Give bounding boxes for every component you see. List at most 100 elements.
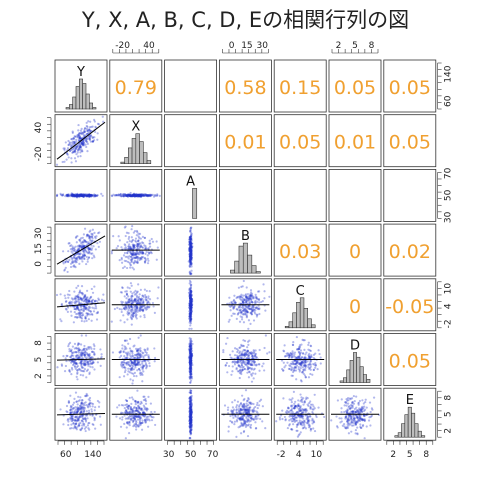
data-point: [120, 261, 124, 264]
data-point: [86, 233, 89, 236]
data-point: [134, 193, 138, 196]
data-point: [148, 419, 151, 422]
data-point: [71, 193, 74, 197]
data-point: [123, 259, 126, 262]
data-point: [88, 247, 91, 251]
data-point: [236, 400, 240, 403]
data-point: [143, 288, 146, 291]
data-point: [86, 194, 90, 197]
data-point: [71, 148, 74, 151]
data-point: [82, 250, 86, 253]
data-point: [84, 137, 87, 140]
data-point: [87, 318, 90, 321]
data-point: [76, 194, 80, 197]
data-point: [137, 425, 140, 428]
data-point: [76, 144, 79, 147]
data-point: [133, 243, 136, 247]
data-point: [254, 415, 258, 418]
data-point: [120, 361, 123, 364]
data-point: [130, 194, 133, 197]
data-point: [189, 421, 192, 424]
data-point: [158, 194, 161, 197]
data-point: [98, 415, 102, 418]
data-point: [127, 260, 130, 264]
data-point: [64, 141, 67, 144]
data-point: [97, 298, 101, 301]
data-point: [78, 415, 81, 418]
data-point: [147, 194, 150, 197]
data-point: [129, 194, 132, 197]
data-point: [252, 319, 256, 322]
data-point: [136, 255, 139, 259]
data-point: [157, 286, 160, 289]
data-point: [298, 353, 302, 356]
data-point: [71, 151, 74, 154]
data-point: [93, 409, 96, 412]
data-point: [85, 132, 89, 136]
data-point: [75, 140, 78, 144]
data-point: [125, 194, 129, 198]
data-point: [189, 346, 193, 349]
data-point: [99, 364, 102, 367]
data-point: [83, 244, 86, 248]
data-point: [68, 142, 71, 145]
data-point: [231, 365, 234, 368]
data-point: [96, 132, 99, 135]
data-point: [86, 130, 89, 133]
data-point: [89, 365, 92, 368]
data-point: [291, 404, 294, 407]
data-point: [141, 305, 145, 308]
data-point: [137, 194, 140, 198]
histogram-bar: [65, 107, 70, 110]
panel-frame: [109, 59, 163, 113]
data-point: [123, 406, 126, 410]
data-point: [244, 296, 248, 299]
data-point: [66, 193, 70, 197]
data-point: [302, 397, 305, 400]
data-point: [128, 243, 131, 246]
data-point: [123, 193, 127, 196]
data-point: [70, 297, 74, 300]
data-point: [67, 296, 70, 299]
data-point: [79, 136, 82, 139]
data-point: [144, 193, 147, 196]
data-point: [93, 235, 97, 238]
data-point: [134, 194, 137, 197]
data-point: [125, 356, 128, 359]
data-point: [79, 396, 82, 399]
data-point: [80, 354, 84, 357]
data-point: [88, 352, 91, 356]
data-point: [258, 348, 261, 352]
data-point: [73, 141, 76, 144]
data-point: [148, 242, 151, 245]
data-point: [125, 347, 128, 350]
data-point: [123, 422, 126, 425]
data-point: [75, 138, 78, 141]
data-point: [87, 250, 90, 253]
fit-line: [56, 121, 106, 160]
data-point: [136, 195, 139, 198]
data-point: [65, 193, 68, 196]
data-point: [118, 356, 121, 359]
panel-frame: [273, 114, 327, 168]
data-point: [250, 367, 254, 370]
scatter-points: [188, 389, 193, 440]
data-point: [76, 193, 79, 196]
data-point: [121, 286, 124, 290]
data-point: [77, 132, 80, 136]
data-point: [72, 193, 75, 196]
data-point: [91, 306, 94, 309]
data-point: [250, 296, 253, 299]
data-point: [130, 396, 134, 399]
data-point: [78, 424, 81, 427]
data-point: [90, 125, 93, 129]
data-point: [68, 242, 71, 245]
data-point: [241, 296, 244, 300]
data-point: [79, 314, 82, 317]
data-point: [286, 426, 289, 430]
data-point: [129, 246, 132, 249]
data-point: [301, 427, 304, 430]
data-point: [233, 423, 236, 426]
data-point: [142, 352, 145, 355]
data-point: [248, 366, 251, 369]
